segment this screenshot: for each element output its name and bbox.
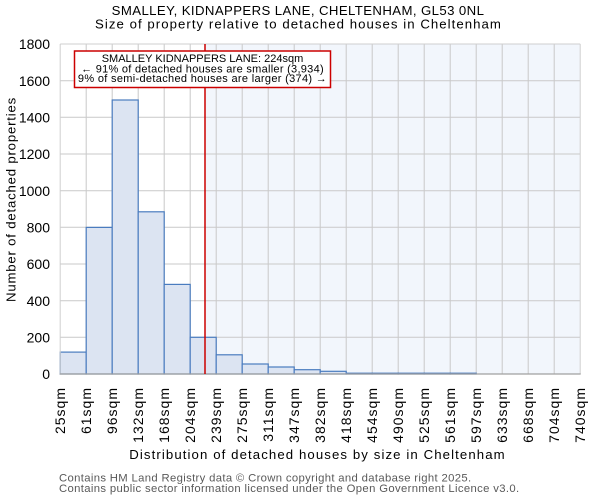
svg-text:SMALLEY, KIDNAPPERS LANE, CHEL: SMALLEY, KIDNAPPERS LANE, CHELTENHAM, GL… bbox=[112, 3, 485, 18]
svg-text:597sqm: 597sqm bbox=[468, 387, 484, 443]
svg-text:311sqm: 311sqm bbox=[260, 387, 276, 442]
svg-text:600: 600 bbox=[27, 256, 51, 272]
svg-text:525sqm: 525sqm bbox=[416, 387, 432, 443]
svg-text:← 91% of detached houses are s: ← 91% of detached houses are smaller (3,… bbox=[81, 63, 324, 75]
svg-text:1800: 1800 bbox=[19, 36, 50, 52]
svg-text:454sqm: 454sqm bbox=[364, 387, 380, 443]
svg-text:1200: 1200 bbox=[19, 146, 50, 162]
svg-text:168sqm: 168sqm bbox=[156, 387, 172, 443]
svg-text:382sqm: 382sqm bbox=[312, 387, 328, 443]
svg-text:800: 800 bbox=[27, 219, 51, 235]
svg-text:740sqm: 740sqm bbox=[572, 387, 588, 443]
svg-text:1400: 1400 bbox=[19, 109, 50, 125]
svg-text:633sqm: 633sqm bbox=[494, 387, 510, 443]
svg-text:400: 400 bbox=[27, 293, 51, 309]
svg-text:Distribution of detached house: Distribution of detached houses by size … bbox=[129, 447, 505, 462]
svg-text:704sqm: 704sqm bbox=[546, 387, 562, 443]
svg-text:347sqm: 347sqm bbox=[286, 387, 302, 443]
svg-text:418sqm: 418sqm bbox=[338, 387, 354, 443]
svg-text:1000: 1000 bbox=[19, 183, 50, 199]
svg-text:Number of detached properties: Number of detached properties bbox=[4, 97, 19, 302]
svg-text:25sqm: 25sqm bbox=[52, 387, 68, 434]
svg-text:200: 200 bbox=[27, 329, 51, 345]
svg-text:Contains HM Land Registry data: Contains HM Land Registry data © Crown c… bbox=[59, 472, 471, 484]
svg-text:96sqm: 96sqm bbox=[104, 387, 120, 434]
svg-text:668sqm: 668sqm bbox=[520, 387, 536, 443]
svg-text:490sqm: 490sqm bbox=[390, 387, 406, 443]
svg-text:0: 0 bbox=[42, 366, 50, 382]
svg-text:61sqm: 61sqm bbox=[78, 387, 94, 434]
svg-text:Size of property relative to d: Size of property relative to detached ho… bbox=[95, 17, 502, 32]
svg-text:561sqm: 561sqm bbox=[442, 387, 458, 443]
svg-text:1600: 1600 bbox=[19, 73, 50, 89]
svg-text:204sqm: 204sqm bbox=[182, 387, 198, 443]
svg-text:275sqm: 275sqm bbox=[234, 387, 250, 443]
svg-text:9% of semi-detached houses are: 9% of semi-detached houses are larger (3… bbox=[78, 73, 327, 85]
svg-text:132sqm: 132sqm bbox=[130, 387, 146, 443]
svg-text:SMALLEY KIDNAPPERS LANE: 224sq: SMALLEY KIDNAPPERS LANE: 224sqm bbox=[102, 53, 304, 65]
svg-text:Contains public sector informa: Contains public sector information licen… bbox=[59, 483, 519, 495]
svg-text:239sqm: 239sqm bbox=[208, 387, 224, 443]
